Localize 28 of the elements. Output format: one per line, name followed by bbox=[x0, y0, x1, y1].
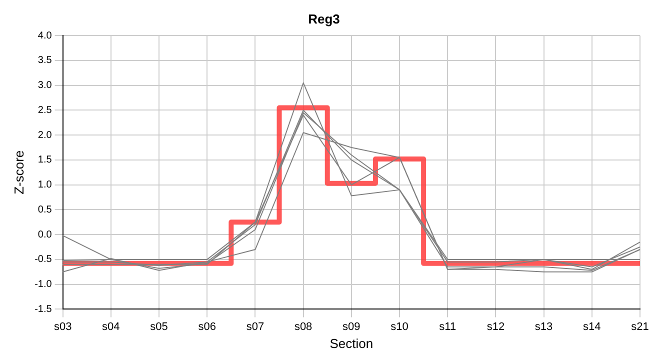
y-tick-label: 2.5 bbox=[38, 104, 52, 116]
x-tick-label: s06 bbox=[198, 320, 216, 333]
y-tick-label: -1.0 bbox=[34, 279, 52, 290]
y-tick-label: -1.5 bbox=[34, 304, 52, 315]
y-tick-label: -0.5 bbox=[34, 254, 52, 266]
x-axis-title: Section bbox=[330, 336, 374, 351]
x-tick-label: s04 bbox=[102, 320, 120, 333]
y-tick-label: 3.0 bbox=[38, 80, 52, 92]
x-tick-label: s21 bbox=[631, 320, 649, 333]
x-tick-label: s11 bbox=[439, 320, 456, 333]
x-tick-label: s03 bbox=[54, 320, 72, 333]
y-tick-label: 4.0 bbox=[38, 30, 52, 42]
x-tick-label: s14 bbox=[583, 320, 601, 333]
x-tick-label: s12 bbox=[486, 320, 505, 333]
x-tick-label: s10 bbox=[390, 320, 408, 333]
x-tick-label: s07 bbox=[246, 320, 264, 333]
y-axis-title: Z-score bbox=[11, 150, 26, 194]
y-tick-label: 0.0 bbox=[38, 229, 52, 240]
y-tick-label: 1.5 bbox=[38, 154, 52, 166]
y-tick-label: 3.5 bbox=[38, 55, 52, 66]
y-tick-label: 0.5 bbox=[38, 204, 52, 216]
chart-title: Reg3 bbox=[308, 11, 340, 26]
y-tick-label: 2.0 bbox=[38, 130, 52, 141]
x-tick-label: s08 bbox=[294, 320, 312, 333]
x-tick-label: s09 bbox=[342, 320, 360, 333]
x-tick-label: s05 bbox=[150, 320, 168, 333]
x-tick-label: s13 bbox=[534, 320, 553, 333]
y-tick-label: 1.0 bbox=[38, 180, 52, 191]
